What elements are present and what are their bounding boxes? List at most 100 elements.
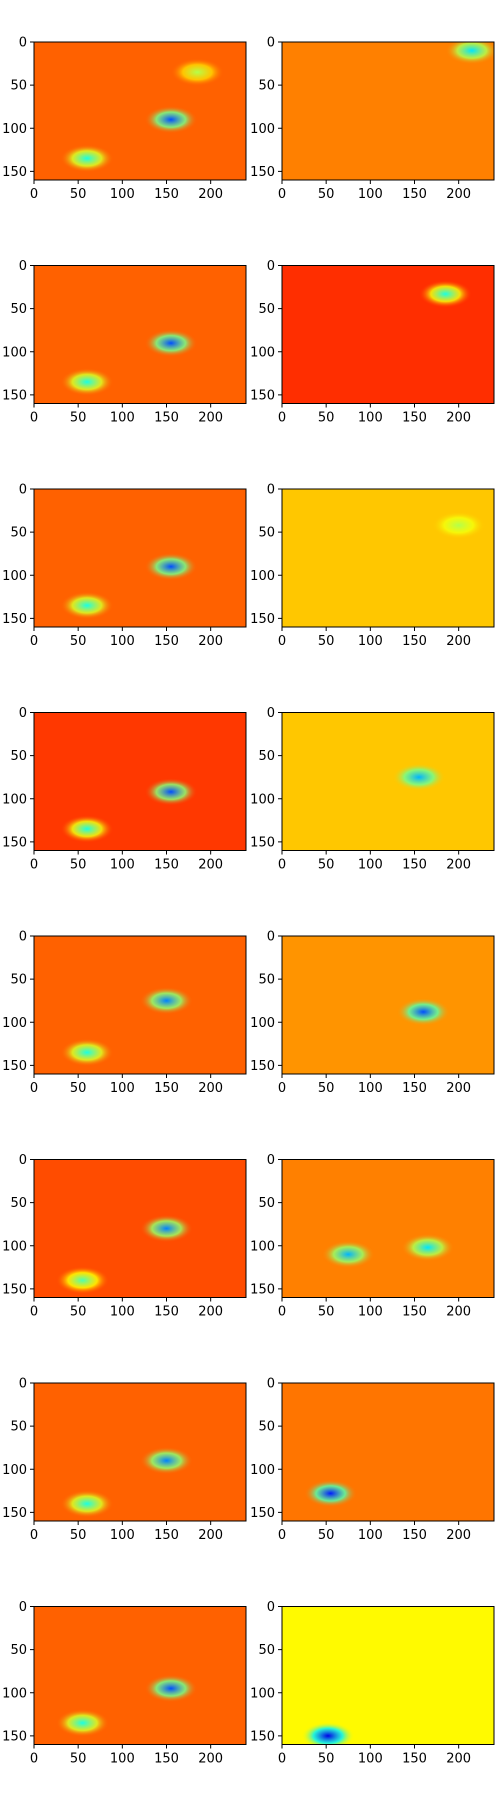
- subplot-r1-c1: 0 50 100 150 200 0 50 100 150: [2, 36, 247, 202]
- y-tick-label: 150: [2, 1059, 27, 1074]
- y-tick-label: 100: [250, 1686, 275, 1701]
- x-tick-label: 0: [30, 1528, 38, 1543]
- x-tick-label: 0: [278, 858, 286, 873]
- x-tick-label: 150: [402, 187, 427, 202]
- heatmap-background: [282, 1606, 494, 1745]
- heatmap-hotspot: [144, 105, 198, 134]
- x-tick-label: 150: [402, 1081, 427, 1096]
- y-tick-label: 100: [2, 345, 27, 360]
- heatmap-background: [282, 42, 494, 180]
- subplot-r2-c2: 0 50 100 150 200 0 50 100 150: [250, 259, 495, 426]
- y-tick-label: 100: [2, 792, 27, 807]
- x-tick-label: 200: [198, 1528, 223, 1543]
- y-tick-label: 100: [2, 1686, 27, 1701]
- y-tick-label: 50: [10, 302, 27, 317]
- x-tick-label: 0: [278, 411, 286, 426]
- y-tick-label: 100: [2, 1239, 27, 1254]
- x-tick-label: 200: [198, 187, 223, 202]
- y-tick-label: 50: [10, 973, 27, 988]
- x-tick-label: 50: [70, 634, 87, 649]
- y-tick-label: 50: [10, 526, 27, 541]
- x-tick-label: 150: [154, 1305, 179, 1320]
- axes-frame: [281, 488, 495, 628]
- subplot-r6-c1: 0 50 100 150 200 0 50 100 150: [2, 1153, 247, 1320]
- heatmap-hotspot: [140, 986, 193, 1015]
- y-tick-label: 0: [19, 1600, 27, 1615]
- heatmap-hotspots: [304, 1479, 358, 1508]
- heatmap-hotspot: [60, 368, 114, 396]
- y-tick-label: 0: [267, 1600, 275, 1615]
- heatmap-hotspot: [144, 552, 198, 581]
- subplot-r7-c2: 0 50 100 150 200 0 50 100 150: [250, 1377, 495, 1543]
- heatmap-hotspots: [321, 1233, 455, 1269]
- x-tick-label: 100: [110, 634, 135, 649]
- subplot-r1-c2: 0 50 100 150 200 0 50 100 150: [250, 36, 495, 202]
- subplot-r7-c1: 0 50 100 150 200 0 50 100 150: [2, 1377, 247, 1543]
- x-tick-label: 150: [402, 858, 427, 873]
- x-tick-label: 150: [154, 1752, 179, 1767]
- y-tick-label: 0: [267, 930, 275, 945]
- y-tick-label: 150: [250, 165, 275, 180]
- y-tick-label: 50: [258, 973, 275, 988]
- axes-frame: [33, 1159, 247, 1298]
- x-tick-label: 50: [318, 858, 335, 873]
- heatmap-background: [282, 1159, 494, 1298]
- x-tick-label: 50: [318, 634, 335, 649]
- x-tick-label: 100: [110, 411, 135, 426]
- subplot-r5-c2: 0 50 100 150 200 0 50 100 150: [250, 930, 495, 1096]
- y-tick-label: 100: [250, 1239, 275, 1254]
- y-tick-label: 0: [19, 36, 27, 51]
- heatmap-hotspot: [60, 591, 114, 620]
- y-tick-label: 100: [250, 569, 275, 584]
- axes-frame: [281, 1606, 495, 1745]
- y-tick-label: 100: [2, 1016, 27, 1031]
- x-tick-label: 50: [318, 1305, 335, 1320]
- subplot-r2-c1: 0 50 100 150 200 0 50 100 150: [2, 259, 247, 426]
- heatmap-hotspots: [56, 1214, 193, 1295]
- x-tick-label: 50: [70, 1081, 87, 1096]
- heatmap-hotspot: [321, 1240, 375, 1269]
- subplot-r5-c1: 0 50 100 150 200 0 50 100 150: [2, 930, 247, 1096]
- x-tick-label: 50: [70, 187, 87, 202]
- heatmap-hotspot: [170, 58, 224, 86]
- y-tick-label: 100: [250, 122, 275, 137]
- x-tick-label: 200: [198, 411, 223, 426]
- heatmap-hotspots: [418, 280, 472, 308]
- axes-frame: [281, 41, 495, 181]
- x-tick-label: 0: [30, 1752, 38, 1767]
- y-tick-label: 150: [250, 835, 275, 850]
- y-tick-label: 150: [2, 835, 27, 850]
- heatmap-hotspot: [140, 1214, 193, 1243]
- heatmap-hotspot: [304, 1479, 358, 1508]
- y-tick-label: 0: [267, 1153, 275, 1168]
- x-tick-label: 0: [278, 634, 286, 649]
- y-tick-label: 0: [19, 483, 27, 498]
- y-tick-label: 50: [258, 302, 275, 317]
- y-tick-label: 50: [258, 1643, 275, 1658]
- heatmap-hotspots: [392, 763, 446, 791]
- y-tick-label: 50: [258, 79, 275, 94]
- y-tick-label: 0: [267, 706, 275, 721]
- y-tick-label: 50: [10, 1196, 27, 1211]
- y-tick-label: 150: [250, 1506, 275, 1521]
- axes-frame: [33, 1606, 247, 1745]
- x-tick-label: 50: [318, 187, 335, 202]
- heatmap-hotspot: [144, 1674, 198, 1703]
- subplot-r4-c2: 0 50 100 150 200 0 50 100 150: [250, 706, 495, 873]
- y-tick-label: 50: [258, 749, 275, 764]
- heatmap-hotspot: [60, 144, 114, 173]
- x-tick-label: 0: [30, 187, 38, 202]
- heatmap-background: [282, 712, 494, 851]
- x-tick-label: 150: [154, 1528, 179, 1543]
- subplot-r3-c2: 0 50 100 150 200 0 50 100 150: [250, 483, 495, 649]
- y-tick-label: 0: [19, 1153, 27, 1168]
- x-tick-label: 100: [110, 1081, 135, 1096]
- heatmap-hotspots: [60, 1446, 193, 1518]
- y-tick-label: 150: [2, 165, 27, 180]
- axes-frame: [33, 488, 247, 628]
- y-tick-label: 100: [250, 792, 275, 807]
- y-tick-label: 150: [2, 612, 27, 627]
- x-tick-label: 100: [358, 1081, 383, 1096]
- x-tick-label: 0: [278, 187, 286, 202]
